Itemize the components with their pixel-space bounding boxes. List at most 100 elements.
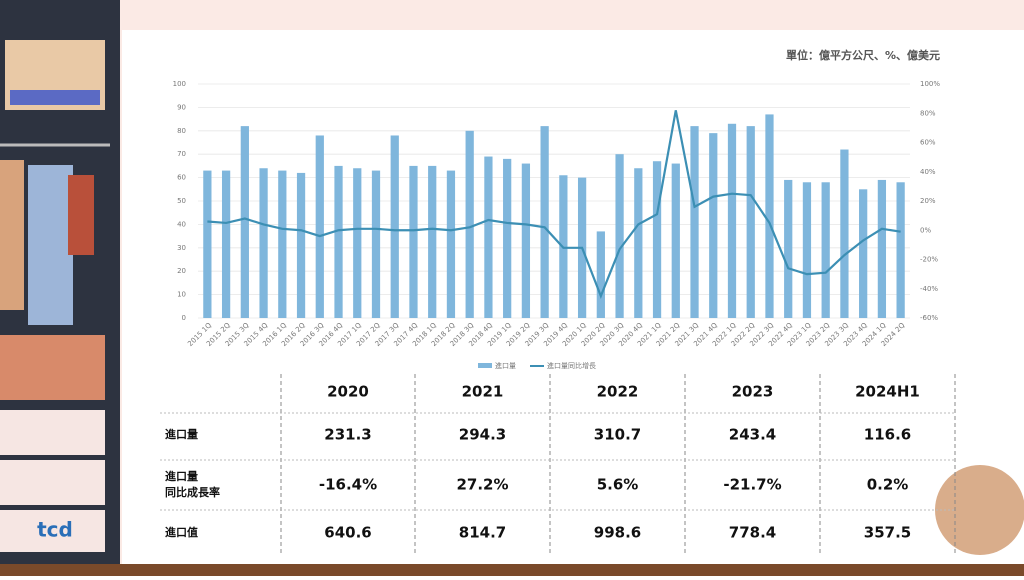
y-tick-label: 40: [177, 220, 186, 228]
y2-tick-label: -60%: [920, 314, 938, 322]
drawer: [0, 510, 105, 552]
cell: 0.2%: [867, 476, 909, 494]
row-label-line: 同比成長率: [165, 485, 220, 499]
y2-tick-label: 20%: [920, 197, 936, 205]
bar: [315, 135, 324, 318]
y-tick-label: 10: [177, 291, 186, 299]
bar: [353, 168, 362, 318]
y-tick-label: 0: [182, 314, 186, 322]
bar: [840, 149, 849, 318]
cell: 640.6: [324, 524, 371, 542]
content-area: [122, 30, 1024, 565]
bar: [671, 163, 680, 318]
bar: [634, 168, 643, 318]
y2-tick-label: -40%: [920, 285, 938, 293]
dress: [28, 165, 73, 325]
cell: 27.2%: [456, 476, 508, 494]
bar: [484, 156, 493, 318]
row-label: 進口值: [165, 525, 198, 539]
bar: [240, 126, 249, 319]
y-tick-label: 100: [173, 80, 186, 88]
logo: tcd: [37, 518, 73, 542]
bar: [784, 179, 793, 318]
cell: 116.6: [864, 426, 911, 444]
cell: -21.7%: [723, 476, 781, 494]
y-tick-label: 70: [177, 150, 186, 158]
legend-label: 進口量: [495, 361, 516, 370]
cell: 294.3: [459, 426, 506, 444]
bar: [409, 165, 418, 318]
bar: [259, 168, 268, 318]
cell: 814.7: [459, 524, 506, 542]
bar: [371, 170, 381, 318]
cell: 5.6%: [597, 476, 639, 494]
floor: [0, 564, 1024, 576]
bar: [203, 170, 212, 318]
legend-swatch: [478, 363, 492, 368]
drawer: [0, 460, 105, 505]
bar: [540, 126, 549, 319]
cell: 243.4: [729, 426, 776, 444]
bar: [859, 189, 868, 318]
y-tick-label: 50: [177, 197, 186, 205]
bar: [503, 158, 512, 318]
legend-label: 進口量同比增長: [547, 361, 596, 370]
clothes-pile: [935, 465, 1024, 555]
y-tick-label: 30: [177, 244, 186, 252]
column-header: 2021: [462, 383, 504, 401]
column-header: 2020: [327, 383, 369, 401]
bar: [465, 130, 474, 318]
bar: [709, 133, 718, 318]
row-label: 進口量同比成長率: [165, 469, 220, 499]
bar: [596, 231, 605, 318]
bar: [278, 170, 287, 318]
cell: 357.5: [864, 524, 911, 542]
y2-tick-label: 80%: [920, 109, 936, 117]
y-tick-label: 80: [177, 127, 186, 135]
row-label-line: 進口量: [165, 427, 198, 441]
column-header: 2024H1: [855, 383, 920, 401]
bar: [802, 182, 812, 318]
column-header: 2022: [597, 383, 639, 401]
y2-tick-label: 0%: [920, 226, 931, 234]
cell: 998.6: [594, 524, 641, 542]
bar: [765, 114, 774, 318]
row-label: 進口量: [165, 427, 198, 441]
coat: [0, 160, 24, 310]
bar: [521, 163, 531, 318]
row-label-line: 進口值: [165, 525, 198, 539]
y-tick-label: 20: [177, 267, 186, 275]
bar: [727, 123, 737, 318]
bar: [746, 126, 755, 319]
cell: 778.4: [729, 524, 776, 542]
bar: [390, 135, 399, 318]
y-tick-label: 60: [177, 174, 186, 182]
cell: 231.3: [324, 426, 371, 444]
line: [207, 110, 901, 300]
cell: 310.7: [594, 426, 641, 444]
row-label-line: 進口量: [165, 469, 198, 483]
bar: [428, 165, 437, 318]
bar: [446, 170, 456, 318]
bar: [652, 161, 662, 318]
bar: [615, 154, 624, 318]
y2-tick-label: -20%: [920, 256, 938, 264]
cell: -16.4%: [319, 476, 377, 494]
bar: [877, 179, 887, 318]
bar: [296, 172, 306, 318]
bar: [221, 170, 231, 318]
bar: [690, 126, 699, 319]
coat: [68, 175, 94, 255]
bar: [896, 182, 905, 318]
boxes: [0, 335, 105, 400]
unit-note: 單位：億平方公尺、%、億美元: [786, 48, 940, 62]
bar: [334, 165, 343, 318]
drawer: [0, 410, 105, 455]
y2-tick-label: 100%: [920, 80, 940, 88]
bar: [821, 182, 830, 318]
y-tick-label: 90: [177, 103, 186, 111]
y2-tick-label: 40%: [920, 168, 936, 176]
y2-tick-label: 60%: [920, 139, 936, 147]
column-header: 2023: [732, 383, 774, 401]
